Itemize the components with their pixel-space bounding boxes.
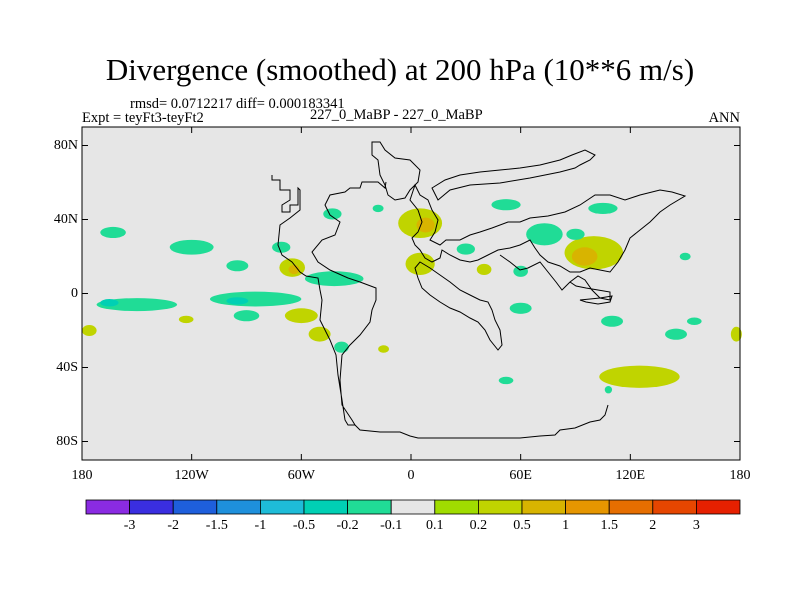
colorbar-swatch-4	[259, 499, 305, 515]
contour-blob-4	[288, 264, 300, 275]
colorbar-label-4: -0.5	[292, 518, 316, 533]
colorbar-label-5: -0.2	[336, 518, 359, 533]
x-axis-ticks	[81, 127, 741, 460]
contour-blob-17	[378, 345, 390, 353]
y-tick-label-0: 80N	[53, 137, 78, 153]
continent-outlines	[271, 141, 687, 439]
x-tick-label-4: 60E	[509, 468, 532, 483]
contour-blob-6	[304, 271, 364, 287]
colorbar-swatch-12	[608, 499, 654, 515]
continent-africa	[414, 261, 503, 351]
colorbar-label-12: 2	[649, 518, 657, 533]
contour-blob-13	[233, 310, 260, 322]
colorbar-swatch-2	[172, 499, 218, 515]
y-tick-label-1: 40N	[53, 211, 78, 227]
contour-blob-32	[679, 252, 691, 261]
colorbar-label-7: 0.1	[426, 518, 444, 533]
x-tick-label-2: 60W	[287, 468, 315, 483]
continent-australia	[579, 295, 613, 305]
colorbar-label-3: -1	[254, 518, 267, 533]
continent-antarctica	[354, 404, 609, 439]
contour-blob-5	[272, 241, 291, 253]
contour-blob-8	[209, 291, 302, 307]
contour-blob-33	[509, 302, 532, 314]
colorbar-label-10: 1	[562, 518, 570, 533]
continent-eurasia	[409, 183, 687, 273]
contour-blob-31	[566, 228, 585, 240]
contour-blob-9	[226, 297, 249, 305]
x-tick-label-6: 180	[729, 468, 751, 483]
contour-blob-2	[226, 260, 249, 272]
contour-blob-38	[730, 326, 742, 342]
colorbar-swatch-10	[521, 499, 566, 515]
contour-blob-29	[571, 247, 598, 266]
contour-blob-27	[513, 265, 528, 277]
contour-blob-11	[284, 308, 318, 324]
case-label: 227_0_MaBP - 227_0_MaBP	[310, 107, 483, 123]
contour-blob-35	[686, 317, 702, 325]
x-tick-label-3: 0	[407, 468, 415, 483]
contour-fills	[82, 199, 742, 394]
contour-blob-1	[100, 226, 126, 238]
colorbar-swatch-11	[565, 499, 610, 515]
colorbar-swatch-3	[216, 499, 261, 515]
continent-greenland	[371, 141, 421, 201]
colorbar-label-2: -1.5	[205, 518, 228, 533]
colorbar-label-0: -3	[123, 518, 136, 533]
colorbar-swatch-13	[652, 499, 697, 515]
colorbar-label-8: 0.2	[469, 518, 488, 533]
x-tick-label-1: 120W	[174, 468, 209, 483]
contour-blob-0	[169, 239, 214, 255]
y-axis-ticks	[82, 145, 740, 442]
contour-blob-16	[334, 341, 349, 353]
colorbar-label-13: 3	[692, 518, 700, 533]
contour-blob-10	[100, 299, 119, 307]
contour-blob-26	[476, 263, 492, 276]
contour-blob-37	[599, 365, 680, 388]
contour-blob-25	[526, 223, 563, 246]
colorbar-label-11: 1.5	[600, 518, 618, 533]
continent-americas	[271, 175, 387, 426]
season-label: ANN	[708, 110, 740, 126]
colorbar-swatch-1	[129, 499, 174, 515]
x-tick-label-5: 120E	[615, 468, 646, 483]
contour-blob-21	[416, 217, 435, 233]
stats-label: rmsd= 0.0712217 diff= 0.000183341	[130, 96, 345, 112]
colorbar-swatch-6	[347, 499, 392, 515]
colorbar-label-1: -2	[167, 518, 180, 533]
colorbar-swatch-9	[477, 499, 523, 515]
colorbar-label-9: 0.5	[513, 518, 531, 533]
colorbar-swatch-5	[303, 499, 348, 515]
y-tick-label-3: 40S	[56, 359, 78, 375]
contour-blob-40	[604, 386, 613, 394]
contour-blob-34	[601, 315, 624, 327]
plot-background	[82, 127, 740, 460]
contour-blob-12	[178, 315, 194, 324]
colorbar-swatch-7	[390, 499, 436, 515]
colorbar-label-6: -0.1	[380, 518, 403, 533]
y-tick-label-4: 80S	[56, 433, 78, 449]
continent-south-asia	[499, 254, 611, 301]
continent-siberia	[431, 149, 596, 201]
chart-title: Divergence (smoothed) at 200 hPa (10**6 …	[105, 52, 695, 87]
colorbar-swatch-0	[85, 499, 130, 515]
contour-blob-14	[82, 324, 97, 337]
contour-blob-39	[498, 376, 514, 385]
contour-blob-18	[323, 208, 342, 220]
contour-blob-23	[456, 243, 475, 255]
colorbar-swatch-8	[434, 499, 479, 515]
x-tick-label-0: 180	[71, 468, 93, 483]
colorbar	[85, 499, 741, 515]
colorbar-swatch-14	[696, 499, 741, 515]
experiment-label: Expt = teyFt3-teyFt2	[82, 110, 204, 126]
contour-blob-19	[372, 204, 384, 213]
y-tick-label-2: 0	[71, 285, 78, 301]
contour-blob-36	[665, 328, 687, 340]
contour-blob-22	[405, 252, 435, 275]
contour-blob-30	[588, 202, 618, 214]
contour-blob-24	[491, 199, 521, 211]
